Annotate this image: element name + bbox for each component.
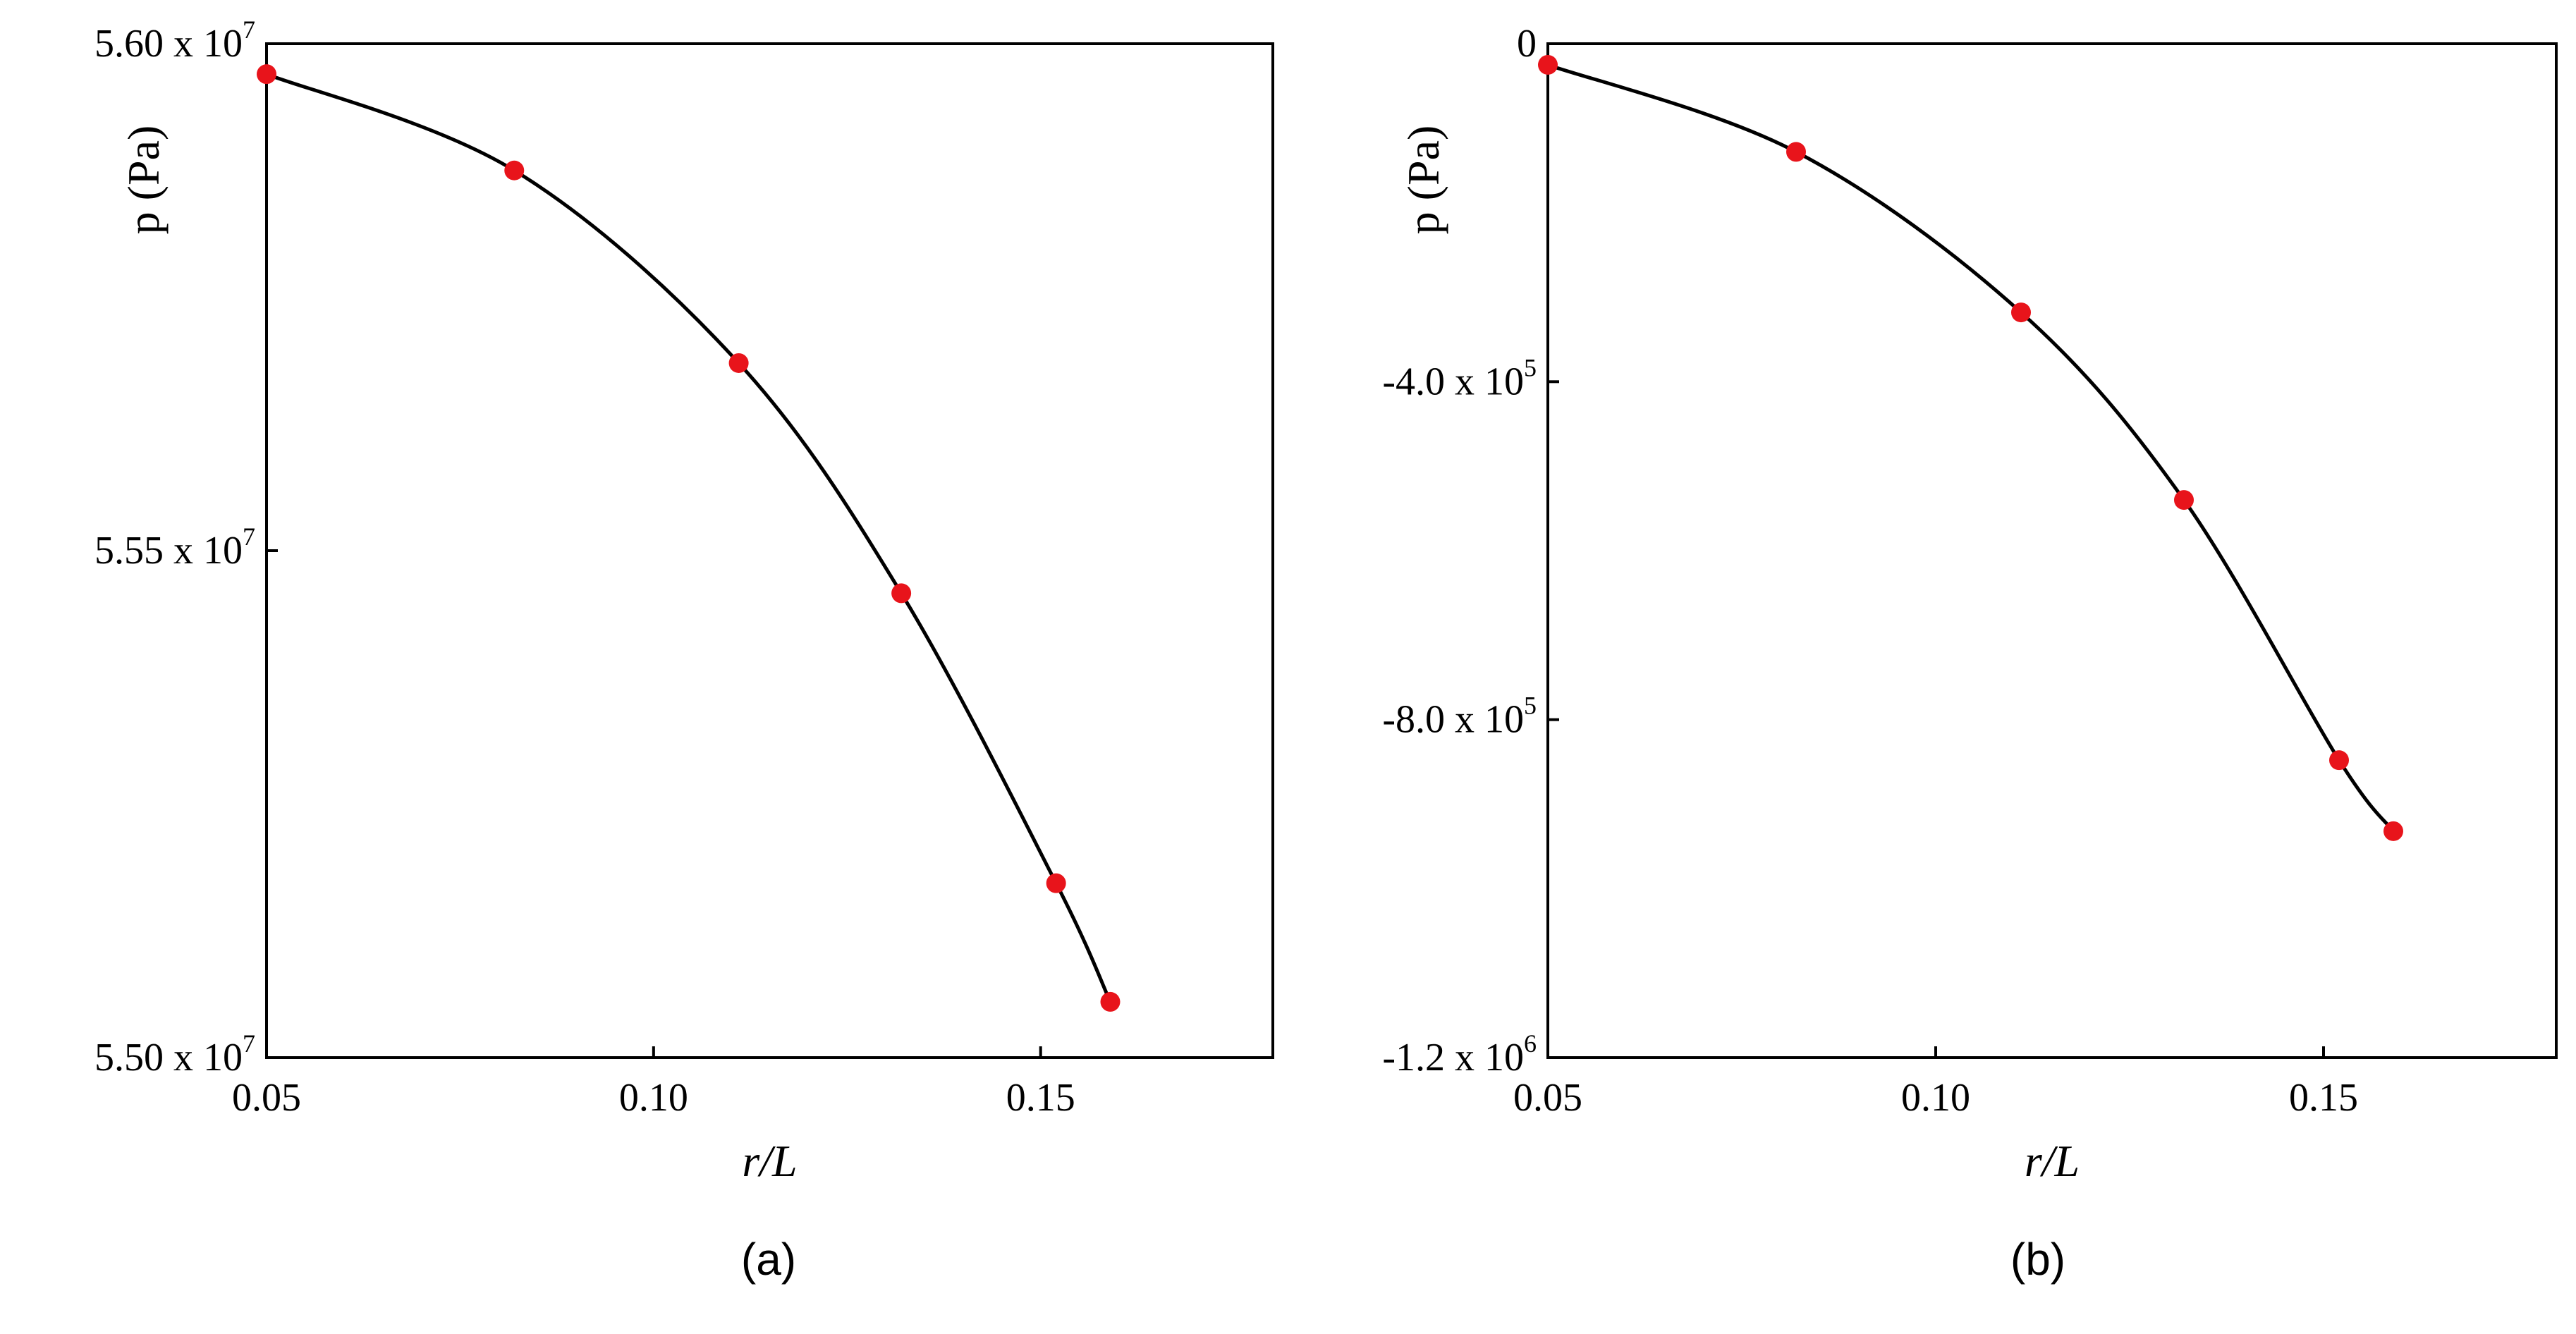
y-tick-mantissa: 5.50 x 10 <box>94 1036 243 1079</box>
panel-label: (a) <box>741 1234 796 1285</box>
data-point <box>2383 821 2403 841</box>
x-tick-label: 0.05 <box>232 1076 301 1120</box>
data-point <box>1786 142 1806 162</box>
y-tick-exponent: 7 <box>243 522 255 551</box>
y-tick-mantissa: -1.2 x 10 <box>1382 1036 1524 1079</box>
y-tick-exponent: 6 <box>1524 1029 1537 1058</box>
y-tick-mantissa: 0 <box>1517 22 1537 66</box>
y-tick-exponent: 5 <box>1524 692 1537 720</box>
x-tick-label: 0.15 <box>1006 1076 1075 1120</box>
y-tick-label: 5.50 x 107 <box>94 1029 255 1079</box>
x-axis-label: r/L <box>2025 1136 2080 1186</box>
data-point <box>2329 750 2349 771</box>
y-tick-label: -8.0 x 105 <box>1382 692 1537 742</box>
y-tick-mantissa: 5.55 x 10 <box>94 529 243 573</box>
x-tick-label: 0.10 <box>619 1076 688 1120</box>
y-axis-label: p (Pa) <box>118 126 169 235</box>
plot-frame <box>1546 42 2558 1059</box>
x-tick-label: 0.10 <box>1901 1076 1970 1120</box>
y-tick-label: 5.60 x 107 <box>94 16 255 66</box>
x-axis-label: r/L <box>742 1136 797 1186</box>
x-tick-label: 0.05 <box>1513 1076 1582 1120</box>
data-point <box>728 353 749 373</box>
panel-label: (b) <box>2010 1234 2065 1285</box>
data-point <box>891 583 912 604</box>
series-line <box>266 72 1112 1003</box>
y-axis-label: p (Pa) <box>1398 126 1448 235</box>
y-tick-exponent: 7 <box>243 1029 255 1058</box>
data-point <box>1100 991 1121 1012</box>
y-tick-label: 0 <box>1517 22 1537 66</box>
y-tick-exponent: 5 <box>1524 353 1537 381</box>
data-point <box>2011 302 2031 323</box>
chart-panel-2: 0.05 0.10 0.150-4.0 x 105-8.0 x 105-1.2 x … <box>1382 22 2558 1285</box>
y-tick-mantissa: -8.0 x 10 <box>1382 698 1524 742</box>
series-line <box>1547 63 2395 833</box>
x-tick-label: 0.15 <box>2289 1076 2358 1120</box>
data-point <box>1538 54 1558 75</box>
data-point <box>257 64 276 85</box>
y-tick-label: 5.55 x 107 <box>94 522 255 573</box>
y-tick-exponent: 7 <box>243 16 255 44</box>
plot-frame <box>265 42 1274 1059</box>
y-tick-label: -1.2 x 106 <box>1382 1029 1537 1079</box>
data-point <box>1046 873 1066 893</box>
y-tick-label: -4.0 x 105 <box>1382 353 1537 403</box>
data-point <box>504 160 525 180</box>
data-point <box>2174 490 2194 510</box>
y-tick-mantissa: -4.0 x 10 <box>1382 360 1524 403</box>
y-tick-mantissa: 5.60 x 10 <box>94 22 243 66</box>
